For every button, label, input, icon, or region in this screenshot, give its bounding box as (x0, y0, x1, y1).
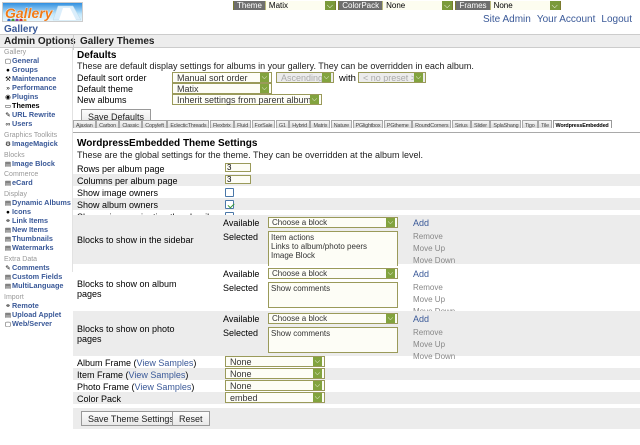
svg-text:Gallery: Gallery (5, 5, 54, 21)
